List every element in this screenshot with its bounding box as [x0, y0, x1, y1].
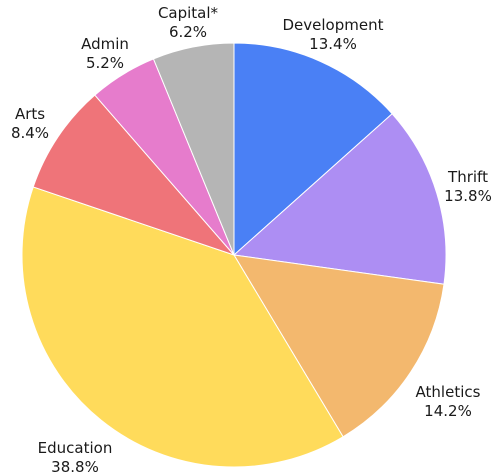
slice-value-development: 13.4%	[309, 35, 357, 53]
slice-value-education: 38.8%	[51, 458, 99, 476]
slice-value-capital: 6.2%	[169, 23, 207, 41]
slice-label-education: Education	[38, 439, 113, 457]
slice-label-admin: Admin	[81, 35, 129, 53]
slice-label-development: Development	[283, 16, 384, 34]
slice-value-thrift: 13.8%	[444, 187, 492, 205]
slice-label-capital: Capital*	[158, 4, 219, 22]
slice-thrift	[232, 113, 447, 285]
slice-value-arts: 8.4%	[11, 124, 49, 142]
slice-capital	[152, 42, 235, 256]
slice-arts	[32, 94, 236, 257]
slice-athletics	[233, 254, 445, 438]
slice-development	[233, 42, 393, 257]
slice-value-admin: 5.2%	[86, 54, 124, 72]
slice-label-athletics: Athletics	[416, 383, 481, 401]
slice-label-arts: Arts	[15, 105, 45, 123]
slice-value-athletics: 14.2%	[424, 402, 472, 420]
pie-slices	[21, 42, 447, 468]
slice-education	[21, 186, 344, 468]
slice-label-thrift: Thrift	[447, 168, 488, 186]
